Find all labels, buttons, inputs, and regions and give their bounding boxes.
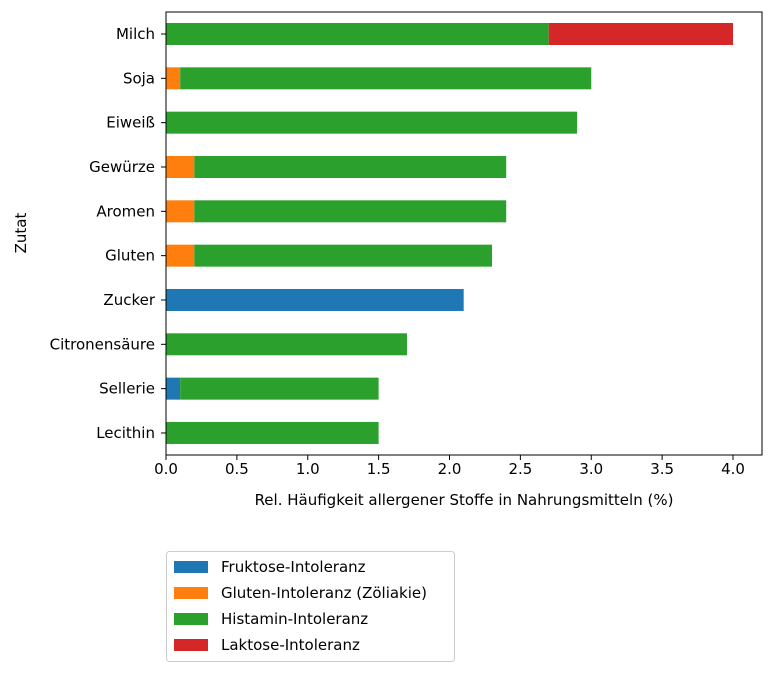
bars — [166, 23, 733, 444]
legend-swatch — [174, 587, 208, 599]
legend-label: Laktose-Intoleranz — [221, 636, 360, 654]
bar-zucker-series-0 — [166, 288, 464, 311]
legend-swatch — [174, 561, 208, 573]
legend-label: Gluten-Intoleranz (Zöliakie) — [221, 584, 427, 602]
y-tick-label: Zucker — [103, 291, 155, 309]
x-tick-label: 3.5 — [650, 460, 674, 478]
x-tick-label: 1.0 — [296, 460, 320, 478]
x-tick-label: 4.0 — [721, 460, 745, 478]
y-tick-label: Citronensäure — [50, 335, 155, 353]
bar-sellerie-series-0 — [166, 377, 181, 400]
x-tick-label: 0.5 — [225, 460, 249, 478]
x-axis: 0.0 0.5 1.0 1.5 2.0 2.5 3.0 3.5 4.0 — [154, 455, 745, 478]
bar-lecithin-series-2 — [166, 421, 379, 444]
y-tick-label: Lecithin — [96, 424, 155, 442]
bar-soja-series-1 — [166, 67, 181, 90]
bar-gewürze-series-2 — [194, 155, 507, 178]
bar-citronensäure-series-2 — [166, 333, 407, 356]
x-tick-label: 0.0 — [154, 460, 178, 478]
bar-soja-series-2 — [180, 67, 592, 90]
bar-gewürze-series-1 — [166, 155, 195, 178]
bar-eiweiß-series-2 — [166, 111, 578, 134]
legend: Fruktose-Intoleranz Gluten-Intoleranz (Zö… — [166, 551, 455, 662]
x-axis-label: Rel. Häufigkeit allergener Stoffe in Nah… — [255, 491, 674, 509]
y-tick-label: Gluten — [105, 247, 155, 265]
y-tick-label: Eiweiß — [106, 114, 155, 132]
bar-aromen-series-1 — [166, 200, 195, 223]
x-tick-label: 1.5 — [367, 460, 391, 478]
bar-gluten-series-1 — [166, 244, 195, 267]
x-tick-label: 2.5 — [508, 460, 532, 478]
bar-sellerie-series-2 — [180, 377, 379, 400]
bar-aromen-series-2 — [194, 200, 507, 223]
y-tick-label: Aromen — [96, 202, 155, 220]
y-tick-label: Sellerie — [99, 380, 155, 398]
legend-swatch — [174, 639, 208, 651]
x-tick-label: 3.0 — [579, 460, 603, 478]
legend-label: Histamin-Intoleranz — [221, 610, 368, 628]
plot-frame — [165, 11, 763, 456]
y-axis-label: Zutat — [12, 213, 30, 254]
y-tick-label: Soja — [123, 69, 155, 87]
bar-milch-series-2 — [166, 23, 549, 45]
x-tick-label: 2.0 — [438, 460, 462, 478]
bar-milch-series-3 — [548, 23, 733, 45]
bar-gluten-series-2 — [194, 244, 493, 267]
y-tick-label: Gewürze — [89, 158, 155, 176]
legend-swatch — [174, 613, 208, 625]
legend-frame — [166, 551, 455, 662]
y-axis: Milch Soja Eiweiß Gewürze Aromen Gluten Zucker… — [50, 25, 166, 442]
y-tick-label: Milch — [116, 25, 155, 43]
legend-label: Fruktose-Intoleranz — [221, 558, 366, 576]
